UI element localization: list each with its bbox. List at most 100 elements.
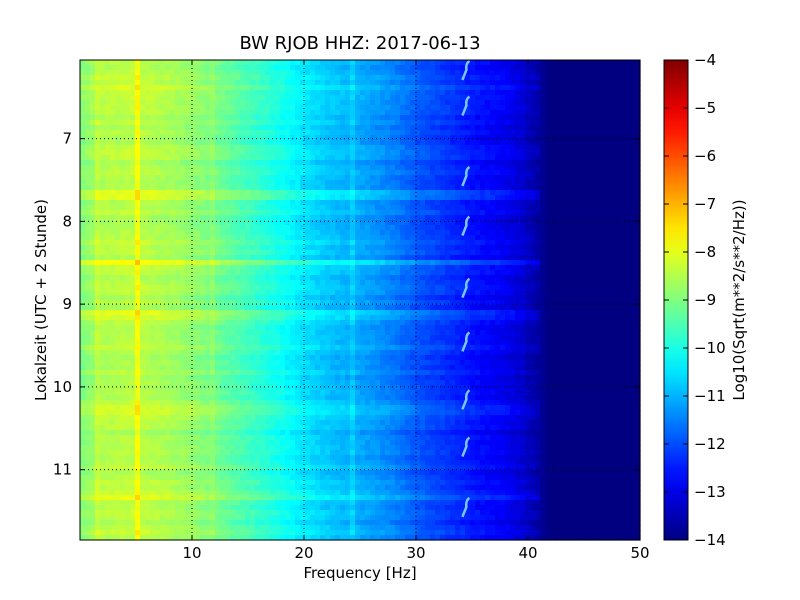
heatmap-cell [105, 210, 111, 216]
heatmap-cell [255, 265, 261, 271]
heatmap-cell [185, 105, 191, 111]
heatmap-cell [320, 355, 326, 361]
heatmap-cell [235, 220, 241, 226]
heatmap-cell [185, 120, 191, 126]
heatmap-cell [160, 285, 166, 291]
heatmap-cell [215, 405, 221, 411]
heatmap-cell [220, 60, 226, 66]
heatmap-cell [165, 320, 171, 326]
heatmap-cell [325, 450, 331, 456]
heatmap-cell [155, 65, 161, 71]
heatmap-cell [150, 455, 156, 461]
heatmap-cell [230, 145, 236, 151]
heatmap-cell [125, 95, 131, 101]
heatmap-cell [295, 210, 301, 216]
heatmap-cell [275, 495, 281, 501]
heatmap-cell [155, 475, 161, 481]
heatmap-cell [195, 200, 201, 206]
heatmap-cell [310, 380, 316, 386]
heatmap-cell [110, 465, 116, 471]
heatmap-cell [130, 210, 136, 216]
heatmap-cell [220, 245, 226, 251]
heatmap-cell [145, 260, 151, 266]
heatmap-cell [245, 80, 251, 86]
heatmap-cell [115, 225, 121, 231]
heatmap-cell [150, 315, 156, 321]
heatmap-cell [165, 190, 171, 196]
heatmap-cell [335, 190, 341, 196]
heatmap-cell [105, 145, 111, 151]
heatmap-cell [285, 205, 291, 211]
heatmap-cell [325, 535, 331, 541]
heatmap-cell [195, 460, 201, 466]
heatmap-cell [315, 460, 321, 466]
heatmap-cell [310, 215, 316, 221]
heatmap-cell [150, 225, 156, 231]
heatmap-cell [295, 115, 301, 121]
heatmap-cell [210, 190, 216, 196]
heatmap-cell [175, 235, 181, 241]
heatmap-cell [285, 375, 291, 381]
heatmap-cell [85, 245, 91, 251]
heatmap-cell [240, 75, 246, 81]
heatmap-cell [145, 150, 151, 156]
heatmap-cell [195, 370, 201, 376]
heatmap-cell [150, 215, 156, 221]
heatmap-cell [315, 530, 321, 536]
heatmap-cell [275, 465, 281, 471]
heatmap-cell [80, 65, 86, 71]
heatmap-cell [295, 75, 301, 81]
heatmap-cell [180, 460, 186, 466]
heatmap-cell [285, 125, 291, 131]
heatmap-cell [255, 385, 261, 391]
heatmap-cell [105, 435, 111, 441]
heatmap-cell [330, 405, 336, 411]
heatmap-cell [275, 60, 281, 66]
heatmap-cell [270, 520, 276, 526]
heatmap-cell [160, 515, 166, 521]
heatmap-cell [100, 105, 106, 111]
heatmap-cell [125, 420, 131, 426]
heatmap-cell [110, 230, 116, 236]
heatmap-cell [220, 240, 226, 246]
heatmap-cell [320, 310, 326, 316]
heatmap-cell [170, 490, 176, 496]
heatmap-cell [130, 335, 136, 341]
heatmap-cell [175, 280, 181, 286]
heatmap-cell [210, 125, 216, 131]
heatmap-cell [220, 65, 226, 71]
heatmap-cell [120, 415, 126, 421]
heatmap-cell [280, 495, 286, 501]
heatmap-cell [300, 110, 306, 116]
heatmap-cell [135, 200, 141, 206]
heatmap-cell [310, 75, 316, 81]
heatmap-cell [125, 265, 131, 271]
heatmap-cell [275, 365, 281, 371]
heatmap-cell [155, 300, 161, 306]
heatmap-cell [320, 85, 326, 91]
heatmap-cell [195, 75, 201, 81]
heatmap-cell [315, 295, 321, 301]
heatmap-cell [100, 415, 106, 421]
heatmap-cell [120, 370, 126, 376]
heatmap-cell [195, 355, 201, 361]
heatmap-cell [275, 250, 281, 256]
heatmap-cell [225, 335, 231, 341]
heatmap-cell [310, 235, 316, 241]
heatmap-cell [165, 330, 171, 336]
heatmap-cell [120, 465, 126, 471]
heatmap-cell [210, 430, 216, 436]
heatmap-cell [145, 195, 151, 201]
heatmap-cell [175, 290, 181, 296]
heatmap-cell [85, 340, 91, 346]
heatmap-cell [200, 130, 206, 136]
heatmap-cell [200, 215, 206, 221]
heatmap-cell [95, 260, 101, 266]
heatmap-cell [335, 330, 341, 336]
heatmap-cell [275, 520, 281, 526]
heatmap-cell [305, 170, 311, 176]
heatmap-cell [200, 290, 206, 296]
heatmap-cell [200, 95, 206, 101]
heatmap-cell [90, 460, 96, 466]
heatmap-cell [270, 275, 276, 281]
